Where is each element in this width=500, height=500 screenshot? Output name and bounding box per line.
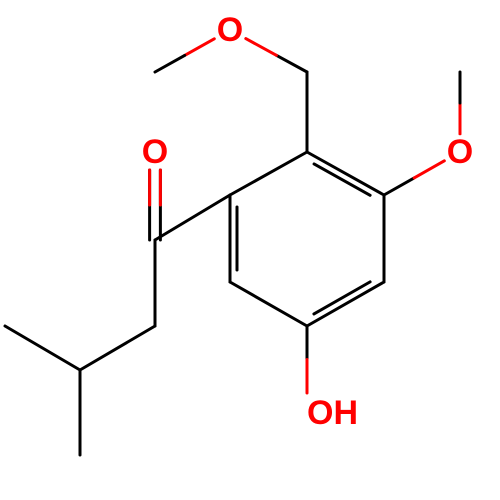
bond [314,282,370,314]
bond [246,39,277,56]
bond [307,152,384,195]
bond [230,282,307,326]
molecule-diagram: OHOHOOOOOO [0,0,500,500]
bond [5,326,80,370]
bond [307,282,384,326]
atom-label: OH [307,394,358,432]
atom-label: O [217,11,243,49]
bond [155,195,230,240]
bond [230,152,307,195]
bond [384,178,414,195]
bond [185,39,215,56]
bond [80,326,155,370]
bond [314,164,370,195]
atom-label: O [447,133,473,171]
bond [414,161,444,178]
atom-label: O [142,133,168,171]
bond [155,55,185,72]
bond [276,55,307,72]
